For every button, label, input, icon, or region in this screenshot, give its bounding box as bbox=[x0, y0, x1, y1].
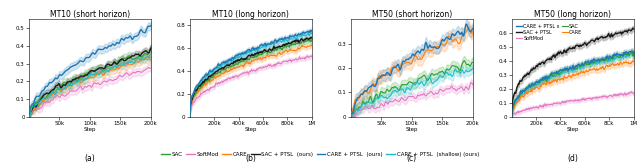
Legend: CARE + PTSL x, SAC + PTSL, SoftMod, SAC, CARE: CARE + PTSL x, SAC + PTSL, SoftMod, SAC,… bbox=[514, 22, 584, 43]
Title: MT10 (long horizon): MT10 (long horizon) bbox=[212, 10, 289, 19]
Legend: SAC, SoftMod, CARE, SAC + PTSL  (ours), CARE + PTSL  (ours), CARE + PTSL  (shall: SAC, SoftMod, CARE, SAC + PTSL (ours), C… bbox=[159, 150, 481, 159]
X-axis label: Step: Step bbox=[405, 127, 418, 132]
Text: (c): (c) bbox=[406, 154, 417, 162]
Title: MT10 (short horizon): MT10 (short horizon) bbox=[50, 10, 130, 19]
Text: (a): (a) bbox=[84, 154, 95, 162]
X-axis label: Step: Step bbox=[244, 127, 257, 132]
Title: MT50 (short horizon): MT50 (short horizon) bbox=[372, 10, 452, 19]
X-axis label: Step: Step bbox=[566, 127, 579, 132]
Title: MT50 (long horizon): MT50 (long horizon) bbox=[534, 10, 611, 19]
Text: (b): (b) bbox=[245, 154, 256, 162]
X-axis label: Step: Step bbox=[83, 127, 96, 132]
Text: (d): (d) bbox=[567, 154, 578, 162]
